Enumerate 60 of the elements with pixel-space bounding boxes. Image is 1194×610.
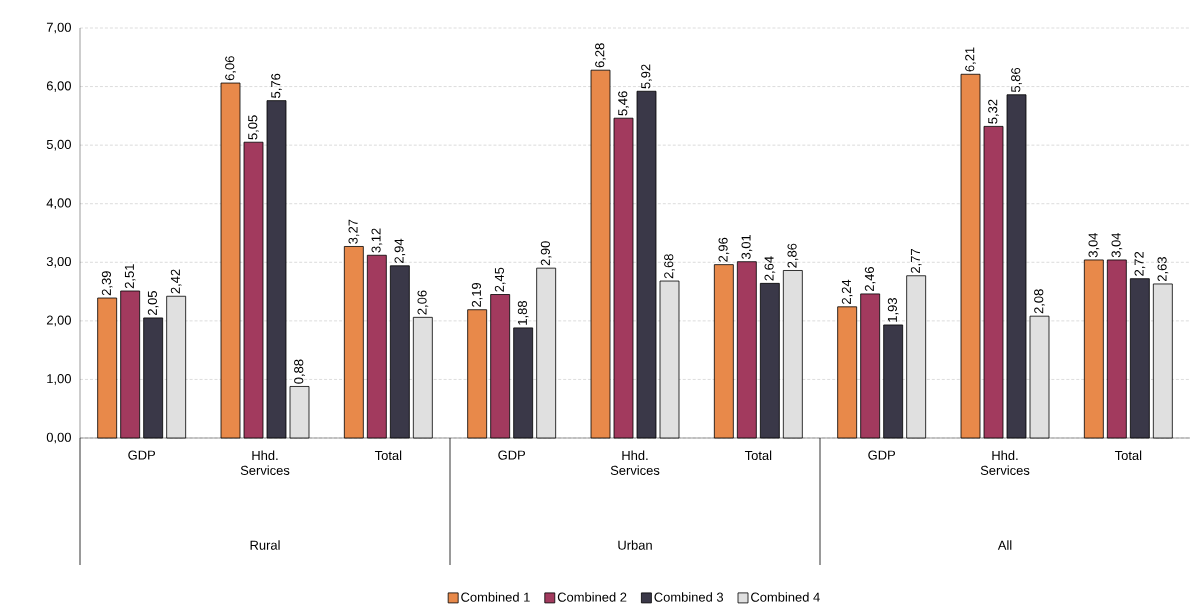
legend-label: Combined 1	[461, 592, 530, 602]
x-tick-label: Hhd. Services	[610, 450, 660, 475]
y-tick-label: 0,00	[46, 432, 71, 444]
x-tick-label: Total	[744, 450, 772, 461]
x-tick-label: Total	[374, 450, 402, 461]
data-label: 2,45	[494, 267, 506, 292]
x-tick-label: GDP	[498, 450, 526, 460]
data-label: 3,27	[348, 219, 360, 244]
data-label: 2,51	[124, 264, 136, 289]
text: Urban	[618, 540, 652, 550]
data-label: 2,86	[787, 243, 799, 268]
x-tick-label: GDP	[128, 450, 156, 460]
data-label: 6,06	[225, 56, 236, 81]
x-tick-label: Hhd. Services	[240, 450, 290, 475]
y-tick-label: 5,00	[46, 139, 71, 151]
data-label: 2,06	[417, 290, 429, 315]
y-tick-label: 7,00	[46, 22, 71, 34]
data-label: 0,88	[294, 359, 305, 384]
x-tick-label: Hhd. Services	[980, 450, 1030, 475]
y-tick-label: 2,00	[46, 315, 71, 327]
data-label: 2,19	[471, 282, 483, 307]
legend-label: Combined 2	[557, 592, 627, 602]
data-label: 2,77	[910, 249, 922, 273]
data-label: 2,24	[841, 279, 853, 304]
data-label: 5,92	[641, 64, 652, 89]
y-tick-label: 6,00	[46, 81, 71, 92]
data-label: 5,32	[988, 99, 999, 124]
data-label: 1,93	[887, 298, 899, 322]
x-tick-label: Total	[1114, 450, 1142, 461]
data-label: 5,05	[248, 115, 259, 140]
data-label: 2,68	[664, 254, 675, 279]
data-label: 5,46	[618, 91, 629, 116]
data-label: 3,04	[1111, 232, 1123, 258]
data-label: 2,90	[540, 241, 552, 266]
y-tick-label: 1,00	[47, 374, 71, 385]
legend-label: Combined 4	[751, 592, 820, 602]
legend-label: Combined 3	[654, 592, 724, 602]
data-label: 2,63	[1157, 257, 1169, 282]
data-label: 2,05	[147, 291, 159, 316]
data-label: 2,39	[101, 271, 113, 296]
data-label: 1,88	[517, 301, 529, 325]
text: Rural	[250, 540, 280, 550]
data-label: 2,08	[1034, 289, 1045, 314]
data-label: 2,46	[864, 267, 876, 292]
text: All	[997, 540, 1012, 550]
data-label: 5,86	[1011, 67, 1022, 93]
data-label: 6,21	[965, 47, 976, 72]
data-label: 3,01	[741, 234, 753, 259]
data-label: 2,42	[170, 269, 182, 294]
data-label: 2,72	[1134, 251, 1146, 276]
y-tick-label: 4,00	[46, 198, 71, 210]
x-tick-label: GDP	[868, 450, 896, 460]
data-label: 2,94	[394, 238, 406, 263]
data-label: 3,04	[1088, 232, 1100, 258]
y-tick-label: 3,00	[46, 256, 71, 268]
data-label: 6,28	[595, 43, 606, 68]
data-label: 5,76	[271, 73, 282, 98]
data-label: 2,64	[764, 256, 776, 281]
data-label: 2,96	[718, 237, 730, 262]
data-label: 3,12	[371, 228, 383, 253]
